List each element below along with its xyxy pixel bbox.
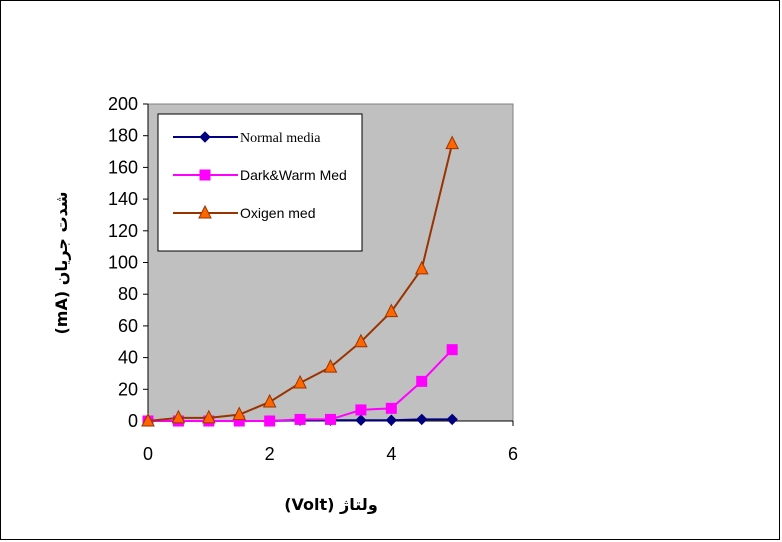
x-tick-label: 4 (386, 444, 396, 464)
data-point (198, 204, 212, 219)
data-point (264, 415, 276, 427)
y-tick-label: 120 (108, 221, 138, 241)
data-point (385, 402, 397, 414)
data-point (446, 413, 458, 426)
y-axis: 0 20 40 60 80 100 120 140 160 180 200 (108, 94, 149, 431)
legend-item: Dark&Warm Med (173, 167, 347, 183)
data-point (323, 358, 338, 373)
data-point (141, 412, 155, 427)
y-tick-label: 200 (108, 94, 138, 114)
data-point (202, 409, 216, 424)
y-tick-label: 160 (108, 157, 138, 177)
x-tick-label: 6 (508, 444, 518, 464)
y-tick-label: 140 (108, 189, 138, 209)
y-tick-label: 0 (128, 411, 138, 431)
data-point (355, 404, 367, 416)
legend-label: Normal media (240, 131, 321, 146)
x-axis: 0 2 4 6 (143, 420, 518, 464)
data-point (199, 131, 211, 143)
data-point (416, 375, 428, 387)
data-point (355, 414, 367, 426)
data-point (325, 413, 336, 425)
data-point (416, 413, 428, 426)
data-point (232, 406, 247, 421)
y-tick-label: 80 (118, 284, 138, 304)
legend-label: Dark&Warm Med (240, 167, 347, 183)
y-tick-label: 100 (108, 253, 138, 273)
series-oxigen-med (141, 135, 459, 427)
y-tick-label: 20 (118, 379, 138, 399)
data-point (385, 414, 398, 426)
data-point (414, 260, 429, 275)
legend: Normal media Dark&Warm Med Oxigen med (157, 113, 363, 252)
data-point (262, 393, 277, 408)
data-point (445, 135, 459, 150)
y-axis-title: شدت جریان (mA) (52, 191, 71, 334)
series-group (141, 135, 459, 427)
y-tick-label: 180 (108, 126, 138, 146)
y-tick-label: 60 (118, 316, 138, 336)
legend-item: Oxigen med (173, 204, 315, 221)
data-point (446, 344, 458, 356)
x-tick-label: 0 (143, 444, 153, 464)
x-axis-title: ولتاژ (Volt) (284, 495, 378, 514)
x-tick-label: 2 (265, 444, 275, 464)
legend-item: Normal media (173, 131, 321, 146)
data-point (199, 169, 211, 181)
data-point (294, 413, 306, 425)
data-point (384, 303, 399, 318)
data-point (354, 333, 368, 348)
y-tick-label: 40 (118, 348, 138, 368)
data-point (293, 374, 307, 389)
data-point (171, 409, 186, 424)
legend-label: Oxigen med (240, 205, 315, 221)
